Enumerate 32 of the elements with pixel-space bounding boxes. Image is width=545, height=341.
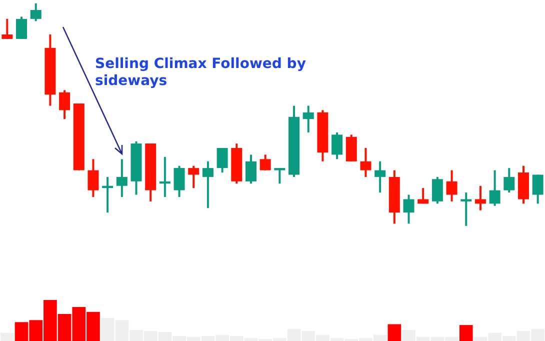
candlestick [216, 147, 228, 174]
candlestick [460, 192, 472, 227]
candlestick [302, 104, 314, 134]
candlestick [403, 194, 414, 225]
candlestick [202, 160, 214, 210]
candlestick [432, 176, 443, 205]
candlestick [116, 158, 128, 198]
candlestick [504, 167, 515, 194]
candlestick [332, 131, 343, 160]
candlestick [159, 156, 170, 198]
annotation: Selling Climax Followed by sideways [95, 56, 307, 90]
candlestick [2, 18, 13, 40]
bar [459, 325, 473, 341]
candlestick [260, 154, 271, 172]
candlestick [245, 154, 256, 185]
candlestick [446, 169, 458, 202]
candlestick [30, 2, 42, 22]
candlestick [360, 147, 372, 178]
candlestick [102, 176, 114, 214]
candlestick [274, 167, 286, 185]
candlestick [174, 164, 185, 198]
candlestick [16, 16, 28, 40]
candlestick [188, 164, 200, 190]
candlestick [418, 187, 429, 205]
candlestick [374, 160, 386, 194]
candlestick [532, 174, 544, 205]
candlestick [59, 89, 70, 120]
candlestick [474, 184, 486, 212]
bar [0, 332, 14, 341]
candlestick [88, 158, 99, 198]
candlestick [489, 169, 500, 207]
bar [388, 324, 402, 341]
